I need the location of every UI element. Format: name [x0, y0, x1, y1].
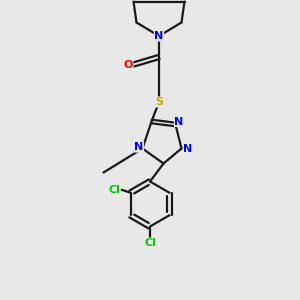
Text: N: N — [134, 142, 143, 152]
Text: N: N — [175, 116, 184, 127]
Text: Cl: Cl — [108, 185, 120, 195]
Text: Cl: Cl — [144, 238, 156, 248]
Text: N: N — [154, 31, 164, 41]
Text: S: S — [155, 97, 163, 107]
Text: O: O — [123, 59, 133, 70]
Text: N: N — [184, 143, 193, 154]
